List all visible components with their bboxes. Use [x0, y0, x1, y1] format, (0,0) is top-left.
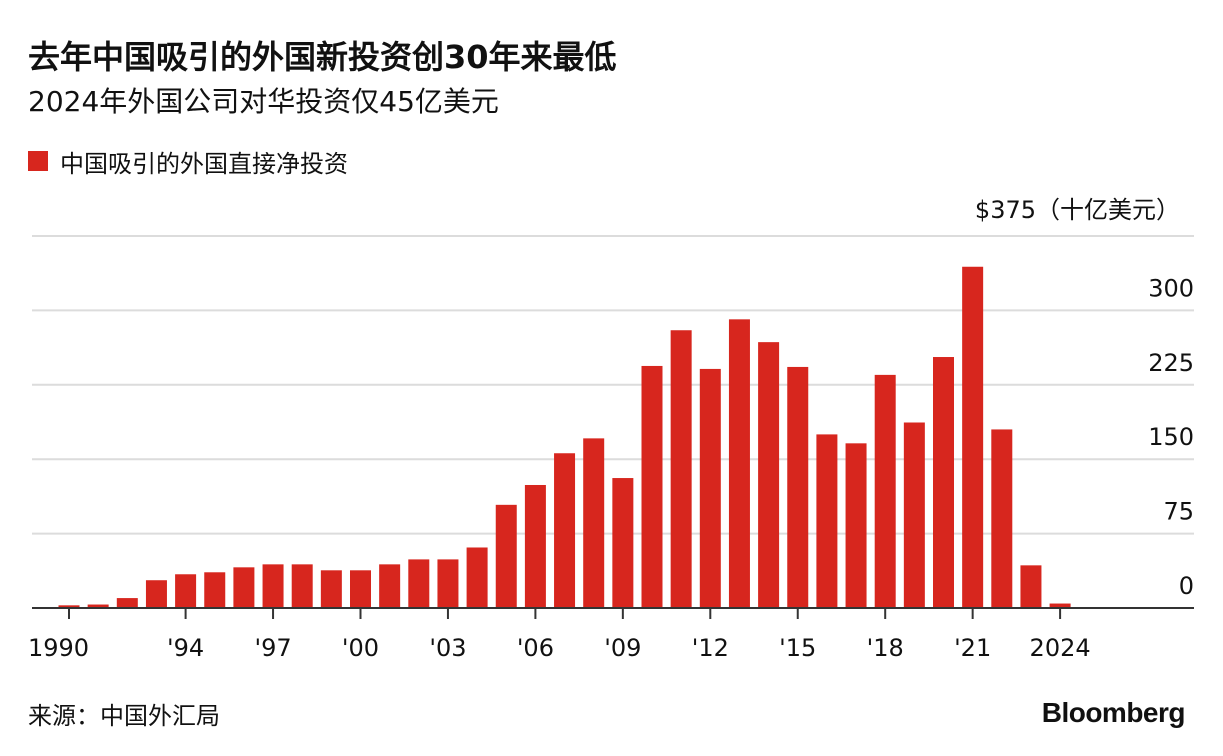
- y-tick-label: 0: [1179, 572, 1194, 600]
- x-tick-label: 2024: [1030, 634, 1091, 662]
- bar-2010: [641, 365, 663, 608]
- bar-2020: [933, 357, 954, 608]
- bar-2015: [787, 366, 809, 608]
- y-tick-label: 75: [1163, 498, 1194, 526]
- y-tick-label: 225: [1148, 349, 1194, 377]
- bar-1996: [233, 567, 255, 608]
- x-tick-label: '06: [517, 634, 554, 662]
- bar-1990: [58, 605, 80, 608]
- bar-1993: [145, 580, 167, 608]
- x-tick-label: '00: [342, 634, 379, 662]
- bar-2006: [524, 484, 546, 608]
- chart-subtitle: 2024年外国公司对华投资仅45亿美元: [28, 85, 499, 118]
- bar-2013: [728, 319, 750, 608]
- bar-1998: [291, 564, 313, 608]
- bar-1991: [87, 604, 109, 608]
- x-tick-label: '15: [779, 634, 816, 662]
- y-tick-label: 300: [1148, 274, 1194, 302]
- bar-1994: [175, 574, 197, 608]
- bar-2022: [991, 429, 1013, 608]
- bar-1999: [320, 570, 342, 608]
- y-axis-unit-label: $375（十亿美元）: [975, 196, 1180, 224]
- axes: 0 75 150 225 300 $375（十亿美元） 1990 '94 '97 '00 '03 '0…: [28, 196, 1194, 662]
- bar-2001: [379, 564, 401, 608]
- x-tick-label: '09: [604, 634, 641, 662]
- bar-1997: [262, 564, 284, 608]
- x-tick-label: 1990: [28, 634, 89, 662]
- x-tick-label: '03: [429, 634, 466, 662]
- legend: 中国吸引的外国直接净投资: [28, 145, 348, 178]
- bar-2023: [1020, 565, 1042, 608]
- bar-2008: [583, 438, 605, 608]
- bar-2002: [408, 559, 430, 608]
- bar-2017: [845, 443, 867, 608]
- bar-1992: [116, 598, 138, 608]
- x-tick-label: '18: [867, 634, 904, 662]
- x-tick-label: '97: [254, 634, 291, 662]
- bar-2014: [758, 342, 780, 608]
- chart-title: 去年中国吸引的外国新投资创30年来最低: [28, 38, 617, 76]
- bar-2011: [670, 330, 692, 608]
- brand-logo: Bloomberg: [1041, 697, 1186, 728]
- x-tick-label: '94: [167, 634, 204, 662]
- bar-2007: [554, 453, 576, 608]
- bar-2005: [495, 504, 517, 608]
- bar-2004: [466, 547, 488, 608]
- bars: [58, 266, 1071, 608]
- y-tick-label: 150: [1148, 423, 1194, 451]
- bar-1995: [204, 572, 226, 608]
- x-tick-label: '12: [692, 634, 729, 662]
- bar-2016: [816, 434, 838, 608]
- bar-2018: [874, 374, 896, 608]
- bar-2024: [1049, 603, 1071, 608]
- bar-2021: [962, 266, 984, 608]
- bar-2003: [437, 559, 459, 608]
- bar-2019: [903, 422, 925, 608]
- bar-2012: [699, 368, 721, 608]
- bar-2000: [350, 570, 371, 608]
- legend-label: 中国吸引的外国直接净投资: [60, 149, 348, 178]
- legend-swatch-icon: [28, 151, 48, 171]
- bar-2009: [612, 478, 634, 608]
- x-tick-label: '21: [954, 634, 991, 662]
- source-note: 来源：中国外汇局: [28, 702, 220, 730]
